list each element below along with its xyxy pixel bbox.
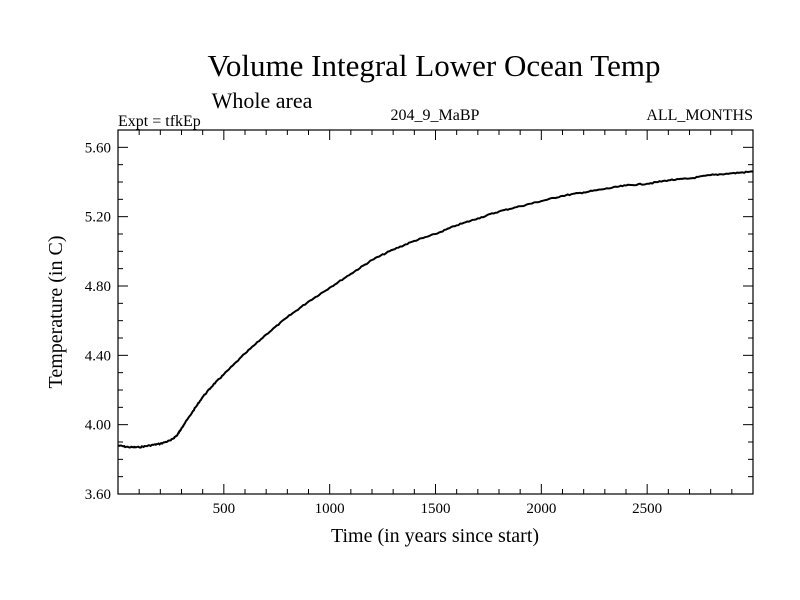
x-tick-label: 2000	[526, 501, 556, 517]
chart-title: Volume Integral Lower Ocean Temp	[208, 48, 661, 83]
chart-subtitle: Whole area	[212, 88, 313, 113]
tick-labels: 500 1000 1500 2000 2500 3.60 4.00 4.40 4.80 5.20 5…	[85, 140, 662, 517]
y-tick-label: 5.20	[85, 210, 111, 226]
y-tick-label: 4.80	[85, 279, 111, 295]
x-axis-label: Time (in years since start)	[331, 525, 539, 547]
y-tick-label: 4.00	[85, 418, 111, 434]
y-tick-label: 5.60	[85, 140, 111, 156]
months-label: ALL_MONTHS	[646, 107, 753, 124]
x-tick-label: 1000	[315, 501, 345, 517]
y-axis-label: Temperature (in C)	[45, 236, 67, 389]
x-tick-label: 1500	[421, 501, 451, 517]
x-tick-label: 500	[213, 501, 236, 517]
axis-ticks	[118, 130, 753, 494]
experiment-label: Expt = tfkEp	[118, 113, 201, 130]
y-tick-label: 3.60	[85, 487, 111, 503]
plot-frame	[117, 129, 754, 495]
x-tick-label: 2500	[632, 501, 662, 517]
series-line	[117, 170, 754, 449]
run-id-label: 204_9_MaBP	[391, 107, 480, 124]
y-tick-label: 4.40	[85, 348, 111, 364]
